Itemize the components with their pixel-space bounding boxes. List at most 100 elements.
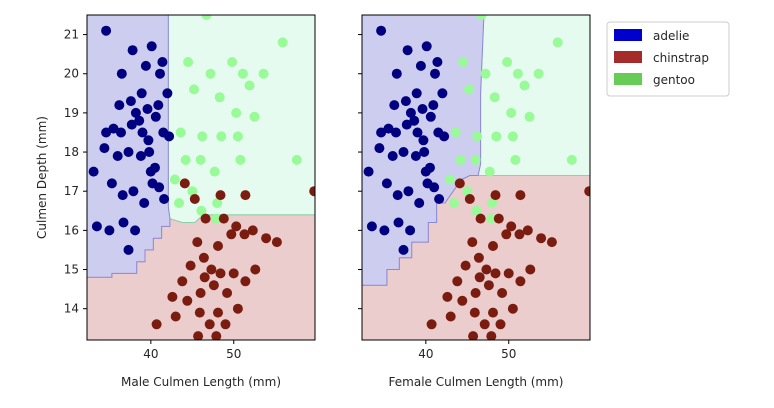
- point-adelie: [383, 123, 394, 134]
- point-adelie: [366, 221, 377, 232]
- point-gentoo: [480, 68, 491, 79]
- point-gentoo: [183, 57, 194, 67]
- point-adelie: [116, 68, 127, 79]
- point-gentoo: [231, 107, 242, 118]
- point-adelie: [439, 131, 450, 142]
- point-adelie: [130, 225, 141, 236]
- point-chinstrap: [151, 319, 162, 330]
- point-adelie: [153, 100, 164, 111]
- point-adelie: [437, 88, 448, 99]
- point-adelie: [143, 135, 154, 146]
- point-adelie: [430, 68, 440, 79]
- male-panel: 40 50 14 15 16 17 18 19 20 21 Male Culmen Length (…: [35, 14, 316, 389]
- point-adelie: [104, 225, 115, 236]
- point-chinstrap: [493, 213, 504, 224]
- y-tick-label: 17: [64, 184, 79, 198]
- point-adelie: [162, 88, 173, 99]
- point-chinstrap: [231, 221, 242, 232]
- point-chinstrap: [309, 186, 315, 197]
- point-gentoo: [552, 37, 563, 48]
- point-chinstrap: [228, 268, 239, 279]
- point-adelie: [405, 107, 416, 118]
- point-adelie: [391, 68, 402, 79]
- point-chinstrap: [525, 264, 536, 275]
- point-gentoo: [196, 205, 207, 216]
- point-chinstrap: [226, 229, 237, 240]
- point-chinstrap: [247, 225, 258, 236]
- point-adelie: [412, 127, 423, 138]
- x-tick-label: 50: [501, 347, 516, 361]
- scatter-points: [88, 15, 315, 340]
- point-gentoo: [487, 198, 498, 208]
- point-chinstrap: [271, 237, 282, 248]
- point-chinstrap: [452, 276, 463, 287]
- point-gentoo: [235, 154, 246, 165]
- legend-swatch-chinstrap: [614, 51, 642, 63]
- point-adelie: [142, 104, 153, 114]
- point-chinstrap: [211, 331, 222, 340]
- point-gentoo: [232, 131, 243, 142]
- point-adelie: [140, 60, 151, 71]
- point-adelie: [130, 107, 141, 118]
- point-adelie: [157, 57, 168, 67]
- point-gentoo: [462, 186, 473, 197]
- point-chinstrap: [261, 233, 272, 244]
- y-tick-label: 14: [64, 302, 79, 316]
- point-adelie: [410, 151, 421, 161]
- point-adelie: [99, 143, 110, 154]
- legend-swatch-gentoo: [614, 73, 642, 85]
- point-adelie: [164, 131, 175, 142]
- point-chinstrap: [457, 295, 468, 306]
- point-gentoo: [566, 154, 577, 165]
- point-adelie: [101, 25, 112, 36]
- point-chinstrap: [189, 194, 200, 204]
- point-chinstrap: [584, 186, 590, 197]
- point-gentoo: [455, 154, 466, 165]
- point-gentoo: [211, 213, 222, 224]
- point-adelie: [393, 217, 404, 228]
- point-gentoo: [209, 166, 220, 177]
- point-gentoo: [237, 68, 248, 79]
- point-adelie: [376, 25, 387, 36]
- point-adelie: [116, 127, 126, 138]
- point-adelie: [117, 190, 128, 201]
- point-chinstrap: [250, 264, 261, 275]
- point-adelie: [434, 194, 445, 204]
- point-gentoo: [476, 15, 487, 20]
- point-chinstrap: [179, 178, 190, 189]
- point-chinstrap: [239, 229, 250, 240]
- point-gentoo: [195, 154, 206, 165]
- x-axis-title: Male Culmen Length (mm): [121, 375, 281, 389]
- y-tick-label: 18: [64, 145, 79, 159]
- y-tick-label: 16: [64, 223, 79, 237]
- point-adelie: [405, 225, 416, 236]
- point-chinstrap: [486, 331, 497, 340]
- point-gentoo: [507, 131, 518, 142]
- point-chinstrap: [501, 229, 512, 240]
- point-chinstrap: [192, 237, 203, 248]
- point-adelie: [428, 100, 439, 111]
- point-chinstrap: [240, 190, 251, 201]
- point-adelie: [391, 127, 401, 138]
- point-gentoo: [464, 84, 474, 95]
- x-tick-label: 40: [418, 347, 433, 361]
- point-gentoo: [212, 198, 223, 208]
- point-chinstrap: [479, 319, 490, 330]
- scatter-points: [363, 15, 590, 340]
- point-chinstrap: [515, 190, 526, 201]
- y-tick-label: 20: [64, 67, 79, 81]
- point-chinstrap: [220, 319, 231, 330]
- point-chinstrap: [182, 295, 193, 306]
- region-adelie: [87, 15, 171, 278]
- x-axis-title: Female Culmen Length (mm): [389, 375, 564, 389]
- point-chinstrap: [215, 268, 226, 279]
- point-adelie: [106, 178, 117, 189]
- point-adelie: [400, 96, 411, 107]
- point-chinstrap: [170, 311, 181, 322]
- point-adelie: [91, 221, 102, 232]
- point-adelie: [381, 178, 392, 189]
- point-gentoo: [205, 68, 216, 79]
- point-adelie: [422, 178, 433, 189]
- point-adelie: [409, 115, 420, 126]
